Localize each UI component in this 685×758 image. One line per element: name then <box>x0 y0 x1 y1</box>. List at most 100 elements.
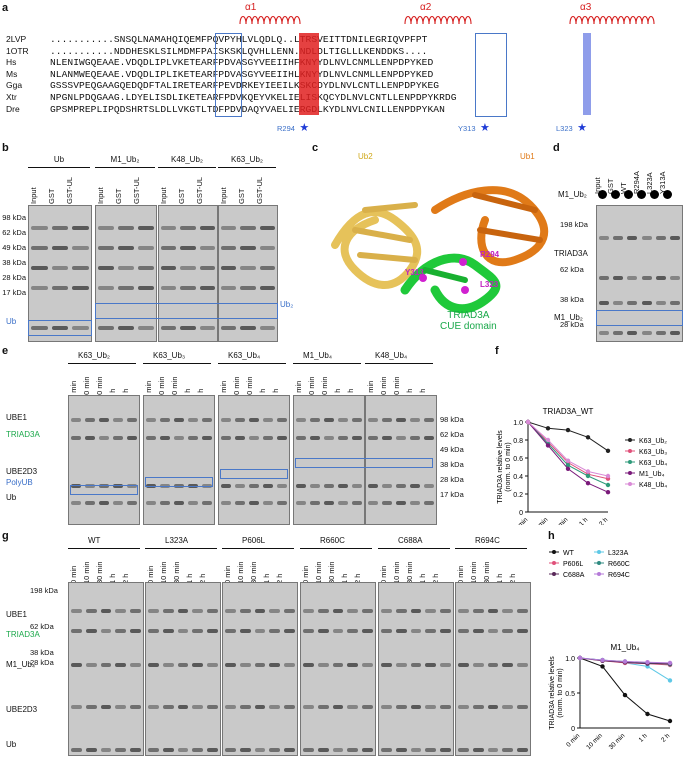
gel-band <box>161 246 177 250</box>
gel-band <box>599 236 610 240</box>
panel-label-f: f <box>495 345 499 357</box>
gel-band <box>138 286 154 290</box>
gel-band <box>395 705 407 709</box>
gel-band <box>338 484 348 488</box>
gel-band <box>127 484 137 488</box>
helix-coil-2 <box>623 15 631 25</box>
data-point <box>605 448 611 453</box>
group-underline <box>218 167 276 168</box>
helix-coil-1 <box>434 15 442 25</box>
legend-marker <box>552 550 556 554</box>
helix-coil-2 <box>617 15 625 25</box>
band-label: TRIAD3A <box>554 249 588 258</box>
gel-band <box>221 266 237 270</box>
gel-band <box>207 663 218 667</box>
data-point <box>645 660 650 665</box>
gel-band <box>254 609 266 613</box>
y-tick-label: 0.4 <box>513 474 523 481</box>
gel-band <box>225 609 236 613</box>
gel-band <box>99 484 109 488</box>
gel-band <box>118 286 134 290</box>
gel-band <box>425 629 437 633</box>
gel-band <box>362 609 373 613</box>
panel-label-a: a <box>2 2 9 14</box>
gel-band <box>599 331 610 335</box>
gel-band <box>440 629 451 633</box>
gel-band <box>395 629 407 633</box>
dot-marker <box>624 190 633 199</box>
time-label: 30 min <box>405 561 414 584</box>
gel-band <box>347 705 359 709</box>
data-point <box>605 490 611 495</box>
gel-band <box>239 629 251 633</box>
gel-band <box>332 609 344 613</box>
group-label: K63_Ub₃ <box>153 351 186 360</box>
x-tick-label: 2 h <box>660 732 672 744</box>
group-label: Ub <box>53 155 65 164</box>
gel-band <box>148 663 159 667</box>
gel-band <box>161 266 177 270</box>
gel-band <box>362 705 373 709</box>
y-tick-label: 0 <box>571 726 575 733</box>
gel-band <box>51 286 69 290</box>
gel-band <box>177 609 189 613</box>
lane-label: GST-UL <box>195 176 204 204</box>
gel-band <box>613 301 624 305</box>
gel-band <box>177 705 189 709</box>
highlight-box <box>70 485 138 495</box>
dot-marker <box>650 190 659 199</box>
domain-label-1: TRIAD3A <box>447 310 490 321</box>
time-label: 30 min <box>95 561 104 584</box>
gel-band <box>641 331 652 335</box>
gel-band <box>202 501 212 505</box>
gel-band <box>162 705 174 709</box>
group-underline <box>158 167 216 168</box>
mw-label: 49 kDa <box>440 445 464 454</box>
chart-title: M1_Ub₄ <box>610 643 639 652</box>
gel-band <box>472 663 484 667</box>
gel-band <box>113 501 123 505</box>
legend-label: R660C <box>608 561 630 568</box>
gel-band <box>368 484 378 488</box>
gel-band <box>627 301 638 305</box>
gel-band <box>396 436 406 440</box>
helix-coil-2 <box>599 15 607 25</box>
gel-band <box>517 663 528 667</box>
y-tick-label: 1.0 <box>513 420 523 427</box>
x-tick-label: 30 min <box>551 516 570 525</box>
gel-band <box>180 286 196 290</box>
helix-coil-2 <box>587 15 595 25</box>
gel-band <box>240 226 256 230</box>
gel-band <box>332 748 344 752</box>
lane-label: Input <box>219 187 228 204</box>
species-label: Gga <box>6 80 23 91</box>
lane-label: GST <box>47 188 56 204</box>
helix-coil-2 <box>629 15 637 25</box>
legend-label: K48_Ub₄ <box>639 482 667 489</box>
legend-marker <box>552 572 556 576</box>
gel-band <box>72 226 89 230</box>
helix-coil-1 <box>416 15 424 25</box>
gel-band <box>382 484 392 488</box>
time-label: 10 min <box>314 561 323 584</box>
legend-marker <box>597 572 601 576</box>
gel-band <box>296 484 306 488</box>
mark-r294-label: R294 <box>277 124 295 133</box>
gel-band <box>161 226 177 230</box>
helix-coil-2 <box>635 15 643 25</box>
gel-band <box>192 609 204 613</box>
gel-band <box>31 226 48 230</box>
group-underline <box>68 363 136 364</box>
gel-band <box>192 629 204 633</box>
band-label: PolyUB <box>6 478 33 487</box>
gel-band <box>85 418 95 422</box>
x-tick-label: 30 min <box>608 732 627 751</box>
gel-band <box>148 629 159 633</box>
helix-coil-1 <box>446 15 454 25</box>
gel-band <box>254 705 266 709</box>
mw-label: 62 kDa <box>440 430 464 439</box>
group-underline <box>68 548 140 549</box>
gel-band <box>269 663 281 667</box>
helix-coil-0 <box>287 15 295 25</box>
